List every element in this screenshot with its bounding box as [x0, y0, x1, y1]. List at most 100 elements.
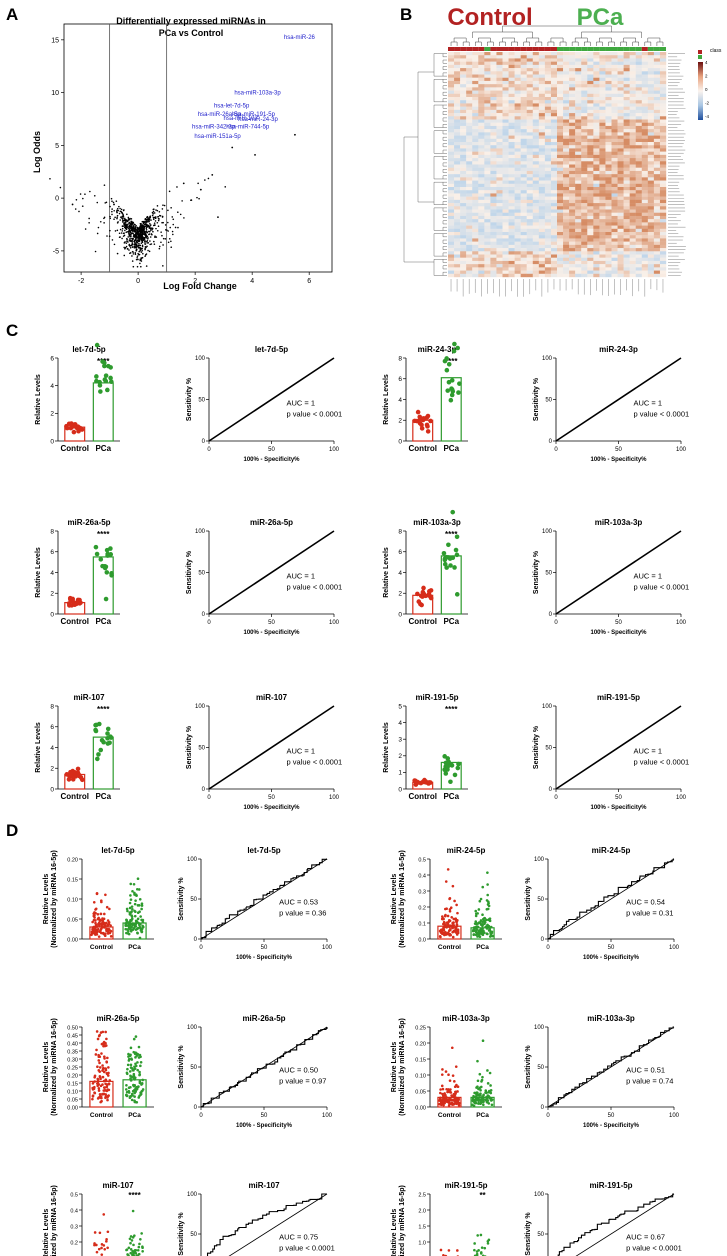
heatmap-cell — [599, 145, 606, 149]
heatmap-cell — [544, 264, 552, 268]
heatmap-cell — [653, 215, 661, 220]
heatmap-cell — [484, 135, 491, 139]
pca-dot — [476, 1079, 480, 1083]
heatmap-cell — [502, 222, 509, 226]
heatmap-cell — [647, 151, 655, 156]
heatmap-cell — [520, 122, 527, 127]
heatmap-cell — [611, 190, 618, 194]
heatmap-cell — [448, 145, 455, 149]
heatmap-cell — [448, 100, 455, 104]
heatmap-cell — [466, 187, 473, 191]
heatmap-cell — [550, 161, 558, 165]
heatmap-class-cell — [563, 47, 570, 51]
heatmap-cell — [599, 267, 606, 271]
heatmap-cell — [563, 170, 570, 175]
pca-dot — [140, 902, 144, 905]
heatmap-cell — [544, 244, 552, 249]
volcano-point — [103, 217, 105, 220]
heatmap-cell — [502, 235, 509, 239]
dendrogram-branch — [511, 41, 518, 46]
bar-y-tick-label: 0.10 — [67, 1089, 78, 1095]
heatmap-cell — [484, 84, 491, 88]
heatmap-cell — [478, 71, 485, 75]
panel-letter-d: D — [6, 821, 18, 840]
heatmap-cell — [484, 61, 491, 66]
volcano-point-label: hsa-miR-103a-3p — [234, 91, 281, 97]
heatmap-cell — [581, 90, 588, 94]
volcano-point — [146, 245, 148, 248]
heatmap-cell — [587, 132, 594, 136]
heatmap-cell — [617, 58, 624, 62]
heatmap-cell — [544, 142, 552, 146]
roc-title: let-7d-5p — [247, 846, 280, 855]
roc-y-tick-label: 0 — [194, 1105, 198, 1111]
heatmap-cell — [448, 164, 455, 168]
heatmap-cell — [544, 77, 552, 82]
heatmap-cell — [460, 55, 467, 59]
pca-dot — [93, 544, 99, 550]
heatmap-cell — [472, 97, 479, 101]
heatmap-cell — [653, 109, 661, 114]
heatmap-cell — [484, 251, 491, 255]
heatmap-cell — [599, 260, 606, 265]
heatmap-cell — [641, 58, 649, 62]
heatmap-cell — [563, 71, 570, 75]
heatmap-cell — [544, 273, 552, 278]
heatmap-cell — [460, 145, 467, 149]
heatmap-cell — [514, 219, 521, 223]
heatmap-cell — [532, 273, 540, 278]
heatmap-cell — [641, 232, 649, 236]
heatmap-cell — [466, 138, 473, 143]
heatmap-cell — [508, 103, 515, 107]
heatmap-cell — [581, 196, 588, 201]
heatmap-cell — [557, 87, 564, 91]
control-dot — [104, 1079, 108, 1082]
heatmap-cell — [448, 248, 455, 252]
heatmap-cell — [448, 103, 455, 107]
significance-marker: **** — [97, 530, 110, 539]
heatmap-cell — [569, 158, 576, 162]
heatmap-cell — [478, 199, 485, 204]
heatmap-cell — [484, 193, 491, 197]
roc-x-tick-label: 0 — [546, 945, 550, 951]
heatmap-cell — [460, 52, 467, 56]
volcano-point — [147, 242, 150, 244]
pca-dot — [489, 933, 493, 936]
heatmap-class-cell — [635, 47, 642, 51]
heatmap-cell — [569, 61, 576, 66]
heatmap-cell — [526, 209, 533, 213]
pca-dot — [129, 929, 133, 933]
heatmap-cell — [454, 209, 461, 213]
heatmap-cell — [647, 232, 655, 236]
pca-dot — [137, 888, 141, 891]
volcano-point — [134, 230, 137, 232]
heatmap-cell — [647, 132, 655, 136]
heatmap-cell — [653, 103, 661, 107]
heatmap-cell — [526, 64, 533, 69]
pca-dot — [141, 1088, 145, 1091]
heatmap-cell — [605, 135, 612, 139]
heatmap-cell — [490, 209, 497, 213]
heatmap-cell — [466, 93, 473, 98]
heatmap-cell — [484, 228, 491, 233]
heatmap-cell — [520, 177, 527, 181]
heatmap-cell — [550, 228, 558, 233]
heatmap-cell — [617, 212, 624, 217]
pca-dot — [140, 927, 144, 930]
heatmap-cell — [514, 190, 521, 194]
bar-category-label: Control — [61, 444, 89, 453]
control-dot — [450, 1094, 453, 1097]
heatmap-cell — [629, 103, 636, 107]
heatmap-cell — [569, 190, 576, 194]
pca-dot — [133, 1067, 137, 1070]
volcano-point-label: hsa-miR-26a-5p — [198, 112, 242, 118]
heatmap-cell — [611, 77, 618, 82]
heatmap-cell — [466, 180, 473, 184]
pca-dot — [454, 592, 460, 597]
heatmap-cell — [635, 145, 642, 149]
heatmap-cell — [538, 251, 546, 255]
heatmap-cell — [617, 80, 624, 85]
heatmap-cell — [563, 122, 570, 127]
roc-diagonal — [555, 705, 682, 790]
heatmap-cell — [629, 254, 636, 258]
